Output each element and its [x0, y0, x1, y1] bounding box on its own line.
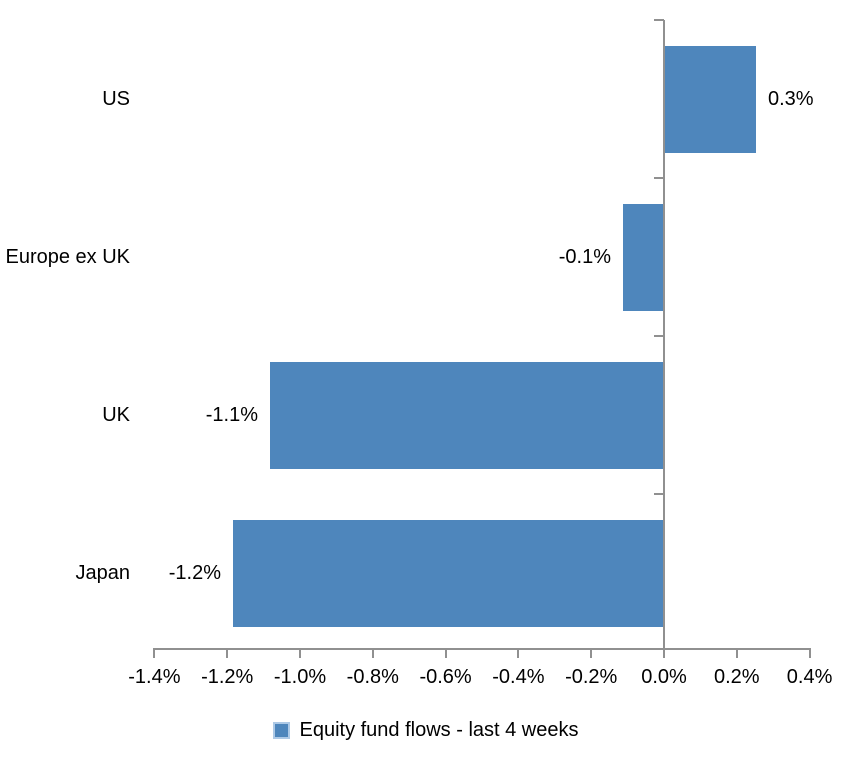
legend-series-swatch — [273, 721, 291, 739]
data-label-japan: -1.2% — [168, 562, 221, 584]
x-tick-label: 0.4% — [786, 666, 833, 688]
x-tick-label: -0.2% — [565, 666, 618, 688]
x-tick — [517, 648, 520, 658]
y-axis-line — [663, 20, 665, 652]
x-tick-label: -0.6% — [419, 666, 472, 688]
bar-europe-ex-uk — [622, 204, 663, 311]
category-boundary-tick — [654, 335, 664, 337]
x-tick-label: -0.8% — [346, 666, 399, 688]
x-tick — [808, 648, 811, 658]
category-label-uk: UK — [102, 404, 130, 426]
x-tick-label: -1.4% — [128, 666, 181, 688]
x-tick — [226, 648, 229, 658]
x-tick — [444, 648, 447, 658]
x-tick — [153, 648, 156, 658]
x-tick-label: -0.4% — [492, 666, 545, 688]
x-tick — [371, 648, 374, 658]
legend: Equity fund flows - last 4 weeks — [0, 712, 852, 748]
category-label-japan: Japan — [75, 562, 131, 584]
x-tick-label: -1.2% — [201, 666, 254, 688]
bar-us — [665, 46, 756, 153]
bar-uk — [269, 362, 663, 469]
bar-japan — [233, 520, 664, 627]
category-boundary-tick — [654, 177, 664, 179]
x-tick-label: -1.0% — [273, 666, 327, 688]
x-tick — [590, 648, 593, 658]
category-boundary-tick — [654, 19, 664, 21]
data-label-uk: -1.1% — [205, 404, 258, 426]
x-tick-label: 0.0% — [641, 666, 687, 688]
x-axis-line — [153, 648, 811, 650]
category-label-europe-ex-uk: Europe ex UK — [5, 246, 130, 268]
x-tick — [299, 648, 301, 658]
x-tick — [663, 648, 665, 658]
data-label-europe-ex-uk: -0.1% — [558, 246, 611, 268]
x-tick — [735, 648, 738, 658]
legend-series-label: Equity fund flows - last 4 weeks — [299, 719, 579, 741]
data-label-us: 0.3% — [768, 88, 814, 110]
category-boundary-tick — [654, 493, 664, 495]
x-tick-label: 0.2% — [714, 666, 760, 688]
category-label-us: US — [102, 88, 130, 110]
